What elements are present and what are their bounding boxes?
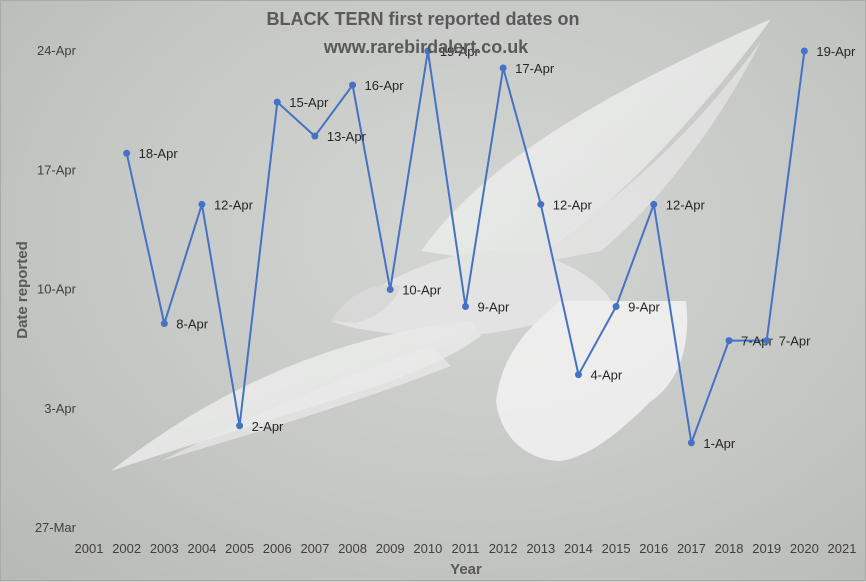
x-tick-label: 2016 <box>639 541 668 556</box>
x-axis-title: Year <box>450 561 482 578</box>
data-point <box>123 149 131 157</box>
data-point <box>687 439 695 447</box>
data-label: 17-Apr <box>515 61 555 76</box>
x-tick-label: 2004 <box>187 541 216 556</box>
data-point <box>386 286 394 293</box>
x-tick-label: 2017 <box>677 541 706 556</box>
data-point <box>198 200 206 208</box>
data-label: 12-Apr <box>666 197 706 212</box>
data-label: 9-Apr <box>478 300 510 315</box>
chart-title-line-1: BLACK TERN first reported dates on <box>266 9 579 29</box>
x-tick-label: 2002 <box>112 541 141 556</box>
data-label: 7-Apr <box>741 334 773 349</box>
data-label: 12-Apr <box>214 197 254 212</box>
y-axis-title: Date reported <box>14 241 31 339</box>
data-label: 10-Apr <box>402 283 442 298</box>
data-point <box>725 337 733 345</box>
x-tick-label: 2019 <box>752 541 781 556</box>
data-label: 12-Apr <box>553 197 593 212</box>
plot-area: 18-Apr 8-Apr 12-Apr 2-Apr 15-Apr 13-Apr 16-Apr… <box>123 44 856 451</box>
x-tick-label: 2003 <box>150 541 179 556</box>
x-tick-label: 2009 <box>376 541 405 556</box>
x-tick-label: 2010 <box>413 541 442 556</box>
data-point <box>311 132 319 140</box>
x-tick-label: 2015 <box>602 541 631 556</box>
x-tick-label: 2011 <box>452 541 480 556</box>
y-tick-label: 17-Apr <box>37 162 77 177</box>
x-tick-label: 2014 <box>564 541 593 556</box>
data-label: 4-Apr <box>590 368 622 383</box>
data-label: 19-Apr <box>816 44 856 59</box>
x-tick-label: 2018 <box>715 541 744 556</box>
data-label: 1-Apr <box>703 436 735 451</box>
x-tick-label: 2013 <box>526 541 555 556</box>
data-point <box>462 303 469 311</box>
data-label: 2-Apr <box>252 419 284 434</box>
x-tick-label: 2012 <box>489 541 518 556</box>
data-label: 13-Apr <box>327 129 367 144</box>
data-point <box>763 337 771 345</box>
data-label: 18-Apr <box>139 146 179 161</box>
data-point <box>236 422 244 430</box>
data-label: 9-Apr <box>628 300 660 315</box>
x-tick-label: 2006 <box>263 541 292 556</box>
data-point <box>160 320 168 328</box>
y-tick-label: 3-Apr <box>44 401 76 416</box>
data-point <box>349 81 357 89</box>
data-point <box>574 371 582 379</box>
chart-title-line-2: www.rarebirdalert.co.uk <box>323 37 529 57</box>
data-label: 15-Apr <box>289 95 329 110</box>
data-label: 7-Apr <box>779 334 811 349</box>
data-point <box>537 200 545 208</box>
x-tick-label: 2007 <box>300 541 329 556</box>
data-point <box>800 47 808 55</box>
x-tick-label: 2020 <box>790 541 819 556</box>
data-point <box>650 200 658 208</box>
data-point <box>612 303 620 311</box>
y-tick-label: 10-Apr <box>37 282 77 297</box>
data-label: 16-Apr <box>365 78 405 93</box>
bird-silhouette-image <box>111 19 771 471</box>
data-point <box>273 98 281 106</box>
y-tick-label: 24-Apr <box>37 43 77 58</box>
data-point <box>499 64 507 72</box>
axes: 2001 2002 2003 2004 2005 2006 2007 2008 2009 2010… <box>35 43 857 556</box>
y-tick-label: 27-Mar <box>35 520 77 535</box>
x-tick-label: 2005 <box>225 541 254 556</box>
x-tick-label: 2021 <box>828 541 857 556</box>
data-label: 19-Apr <box>440 44 480 59</box>
x-tick-label: 2001 <box>75 541 104 556</box>
x-tick-label: 2008 <box>338 541 367 556</box>
data-point <box>424 47 432 55</box>
data-label: 8-Apr <box>176 317 208 332</box>
